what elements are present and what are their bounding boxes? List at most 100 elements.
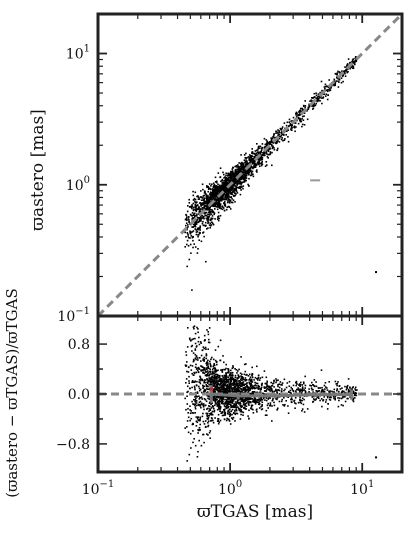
data-point <box>193 197 196 200</box>
residual-point <box>185 354 188 356</box>
residual-point <box>207 331 209 333</box>
residual-point <box>254 384 257 386</box>
residual-point <box>272 399 274 401</box>
residual-point <box>227 380 229 382</box>
data-point <box>270 140 273 142</box>
residual-point <box>216 360 218 363</box>
data-point <box>203 224 206 227</box>
residual-point <box>201 378 203 381</box>
residual-point <box>213 388 215 391</box>
data-point <box>354 57 356 60</box>
data-point <box>272 145 274 147</box>
residual-point <box>281 384 283 386</box>
residual-point <box>251 374 253 377</box>
data-point <box>220 195 222 197</box>
data-point <box>278 141 281 143</box>
residual-point <box>225 391 228 394</box>
data-point <box>344 72 346 74</box>
residual-point <box>277 385 279 388</box>
data-point <box>237 167 240 169</box>
data-point <box>212 222 214 225</box>
data-point <box>290 128 292 130</box>
residual-point <box>219 378 221 381</box>
residual-point <box>199 417 201 419</box>
data-point <box>304 106 306 109</box>
data-point <box>280 131 283 134</box>
residual-point <box>213 364 216 367</box>
data-point <box>201 183 204 186</box>
data-point <box>198 202 201 204</box>
residual-point <box>311 381 313 384</box>
data-point <box>352 65 354 68</box>
data-point <box>266 140 268 143</box>
data-point <box>344 75 347 77</box>
data-point <box>245 175 247 178</box>
residual-point <box>193 381 196 383</box>
data-point <box>246 163 249 166</box>
y-tick-label: 101 <box>66 44 90 63</box>
residual-point <box>332 395 335 398</box>
data-point <box>235 188 238 190</box>
residual-point <box>243 399 246 402</box>
data-point <box>225 197 228 200</box>
residual-point <box>320 390 323 392</box>
data-point <box>249 160 252 162</box>
residual-point <box>217 369 219 372</box>
residual-point <box>278 400 281 403</box>
residual-point <box>229 377 232 380</box>
data-point <box>328 86 330 89</box>
data-point <box>211 205 213 207</box>
data-point <box>188 220 190 223</box>
data-point <box>254 156 257 158</box>
data-point <box>189 243 192 246</box>
data-point <box>261 156 264 159</box>
x-tick-label: 100 <box>218 479 242 498</box>
residual-point <box>228 374 231 377</box>
residual-point <box>186 346 189 348</box>
data-point <box>244 168 247 171</box>
residual-point <box>203 372 206 375</box>
residual-point <box>241 390 243 392</box>
data-point <box>311 105 314 107</box>
data-point <box>195 233 198 236</box>
data-point <box>242 177 244 179</box>
data-point <box>258 152 260 155</box>
data-point <box>186 239 189 242</box>
data-point <box>231 168 234 170</box>
data-point <box>217 186 219 188</box>
data-point <box>324 85 327 88</box>
residual-point <box>288 390 290 393</box>
residual-point <box>194 412 196 414</box>
residual-point <box>206 381 208 384</box>
residual-point <box>299 389 301 392</box>
residual-point <box>260 397 263 400</box>
data-point <box>295 126 297 128</box>
data-point <box>231 174 234 176</box>
data-point <box>229 176 232 178</box>
data-point <box>334 84 336 87</box>
residual-point <box>206 379 208 381</box>
data-point <box>238 171 241 174</box>
residual-point <box>240 400 243 402</box>
residual-point <box>285 386 288 389</box>
residual-point <box>224 405 226 408</box>
data-point <box>208 198 211 201</box>
residual-point <box>212 383 214 385</box>
data-point <box>342 80 344 83</box>
data-point <box>256 143 258 145</box>
residual-point <box>206 385 209 388</box>
residual-point <box>213 363 215 365</box>
data-point <box>233 195 235 197</box>
residual-point <box>238 376 240 378</box>
residual-point <box>193 404 196 406</box>
residual-point <box>215 388 218 391</box>
data-point <box>217 219 220 222</box>
data-point <box>260 164 263 167</box>
data-point <box>234 185 237 187</box>
data-point <box>188 202 191 204</box>
residual-point <box>290 386 292 389</box>
data-point <box>227 176 230 179</box>
residual-point <box>233 403 236 405</box>
residual-point <box>241 373 243 376</box>
residual-point <box>272 382 274 385</box>
